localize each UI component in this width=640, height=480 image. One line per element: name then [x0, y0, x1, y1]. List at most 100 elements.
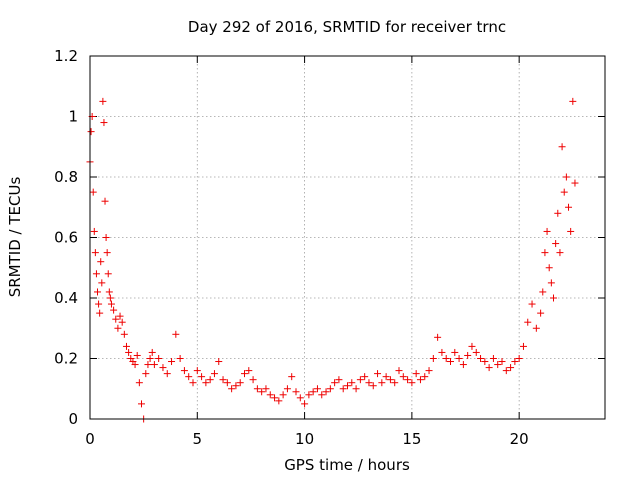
data-point [94, 288, 102, 296]
data-point [425, 367, 433, 375]
data-point [155, 355, 163, 362]
data-point [416, 376, 424, 384]
data-point [331, 379, 339, 387]
data-point [232, 382, 240, 390]
data-point [253, 385, 261, 393]
x-tick-label: 10 [295, 430, 314, 448]
y-tick-label: 0.6 [54, 229, 78, 247]
data-point [116, 312, 124, 320]
data-point [180, 367, 188, 375]
data-point [112, 315, 120, 323]
data-point [279, 391, 287, 399]
data-point [472, 348, 480, 356]
data-point [511, 358, 519, 366]
data-point [185, 373, 193, 381]
data-point [292, 388, 300, 396]
data-point [249, 376, 257, 384]
data-point [565, 203, 573, 211]
data-point [168, 358, 176, 366]
data-point [481, 358, 489, 366]
data-point [172, 330, 180, 338]
data-point [228, 385, 236, 393]
data-point [326, 385, 334, 393]
data-point [258, 388, 266, 396]
data-point [498, 358, 506, 366]
data-point [378, 379, 386, 387]
data-point [118, 318, 126, 326]
data-point [241, 370, 248, 378]
tick-labels: 0 0.2 0.4 0.6 0.8 1 1.2 0 5 10 15 20 [54, 47, 529, 448]
data-point [537, 309, 545, 317]
data-point [262, 385, 270, 393]
data-point [421, 373, 429, 381]
data-point [206, 376, 214, 384]
data-point [464, 351, 472, 359]
data-point [107, 300, 115, 308]
data-point [271, 394, 279, 402]
data-point [455, 355, 463, 362]
data-point [87, 128, 95, 136]
data-point [539, 288, 547, 296]
data-point [95, 300, 103, 308]
data-point [399, 373, 407, 381]
data-point [122, 342, 130, 350]
data-point [352, 385, 360, 393]
data-point [193, 367, 201, 375]
data-point [138, 400, 145, 408]
data-point [283, 385, 291, 393]
data-point [131, 361, 139, 369]
data-point [125, 348, 133, 356]
data-point [477, 355, 485, 362]
data-point [215, 358, 223, 366]
data-point [101, 197, 109, 205]
data-point [434, 333, 442, 341]
y-axis-label: SRMTID / TECUs [6, 177, 24, 298]
data-point [99, 97, 107, 105]
data-point [133, 351, 141, 359]
x-tick-label: 0 [85, 430, 95, 448]
data-point [296, 394, 304, 402]
data-point [98, 279, 106, 287]
data-point [148, 348, 156, 356]
data-point [459, 361, 467, 369]
data-point [571, 179, 579, 187]
data-point [142, 370, 150, 378]
data-point [545, 264, 553, 272]
data-point [102, 234, 110, 241]
data-point [408, 379, 416, 387]
data-point [382, 373, 390, 381]
data-point [202, 379, 210, 387]
data-point [562, 173, 570, 181]
data-point [104, 270, 112, 278]
data-point [163, 370, 171, 378]
data-point [560, 188, 568, 196]
data-point [135, 379, 143, 387]
data-point [543, 227, 551, 235]
data-point [236, 379, 244, 387]
data-point [176, 355, 184, 362]
plot-frame [89, 55, 606, 420]
data-point [528, 300, 536, 308]
data-point [344, 382, 351, 390]
data-point [219, 376, 227, 384]
data-point [361, 373, 369, 381]
data-point [305, 391, 313, 399]
data-point [412, 370, 420, 378]
data-point [442, 355, 450, 362]
data-point [547, 279, 555, 287]
data-point [335, 376, 343, 384]
data-point [554, 209, 562, 217]
data-point [106, 294, 114, 302]
data-point [105, 288, 113, 296]
data-point [541, 249, 549, 257]
data-point [103, 249, 111, 257]
data-point [556, 249, 564, 257]
y-tick-label: 0 [68, 410, 78, 428]
data-point [266, 391, 274, 399]
data-point [386, 376, 394, 384]
data-points [86, 97, 579, 423]
data-point [96, 309, 104, 317]
data-point [91, 249, 99, 257]
data-point [489, 355, 497, 362]
x-tick-label: 20 [510, 430, 529, 448]
